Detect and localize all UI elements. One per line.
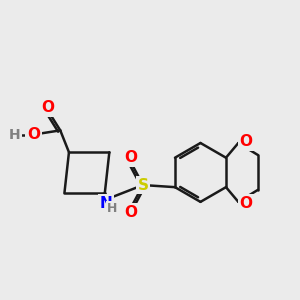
Text: N: N xyxy=(99,196,112,211)
Text: H: H xyxy=(107,202,117,214)
Text: H: H xyxy=(9,128,21,142)
Text: O: O xyxy=(27,127,40,142)
Text: O: O xyxy=(124,150,137,165)
Text: O: O xyxy=(240,134,253,149)
Text: S: S xyxy=(137,178,148,193)
Text: O: O xyxy=(124,205,137,220)
Text: O: O xyxy=(41,100,54,115)
Text: O: O xyxy=(240,196,253,211)
